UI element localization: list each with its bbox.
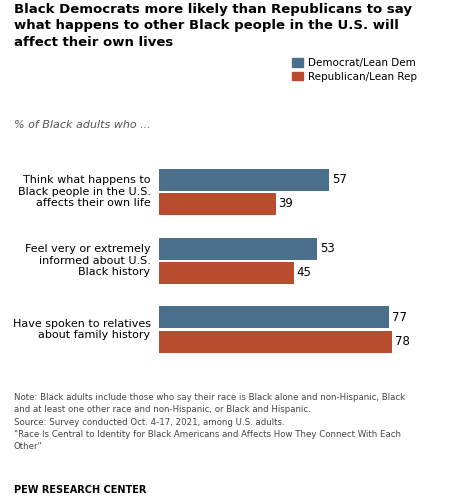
Text: 39: 39 bbox=[279, 197, 293, 210]
Text: % of Black adults who ...: % of Black adults who ... bbox=[14, 120, 150, 130]
Text: 45: 45 bbox=[296, 266, 311, 279]
Text: Black Democrats more likely than Republicans to say
what happens to other Black : Black Democrats more likely than Republi… bbox=[14, 3, 412, 49]
Text: 53: 53 bbox=[321, 242, 335, 255]
Bar bbox=[159, 306, 389, 328]
Bar bbox=[159, 237, 317, 260]
Bar bbox=[159, 262, 294, 284]
Legend: Democrat/Lean Dem, Republican/Lean Rep: Democrat/Lean Dem, Republican/Lean Rep bbox=[292, 58, 417, 82]
Bar bbox=[159, 193, 276, 215]
Bar bbox=[159, 169, 330, 191]
Text: 78: 78 bbox=[395, 335, 410, 348]
Text: 77: 77 bbox=[392, 311, 407, 324]
Text: Note: Black adults include those who say their race is Black alone and non-Hispa: Note: Black adults include those who say… bbox=[14, 393, 405, 451]
Text: PEW RESEARCH CENTER: PEW RESEARCH CENTER bbox=[14, 485, 146, 495]
Bar bbox=[159, 331, 392, 353]
Text: 57: 57 bbox=[332, 173, 347, 186]
